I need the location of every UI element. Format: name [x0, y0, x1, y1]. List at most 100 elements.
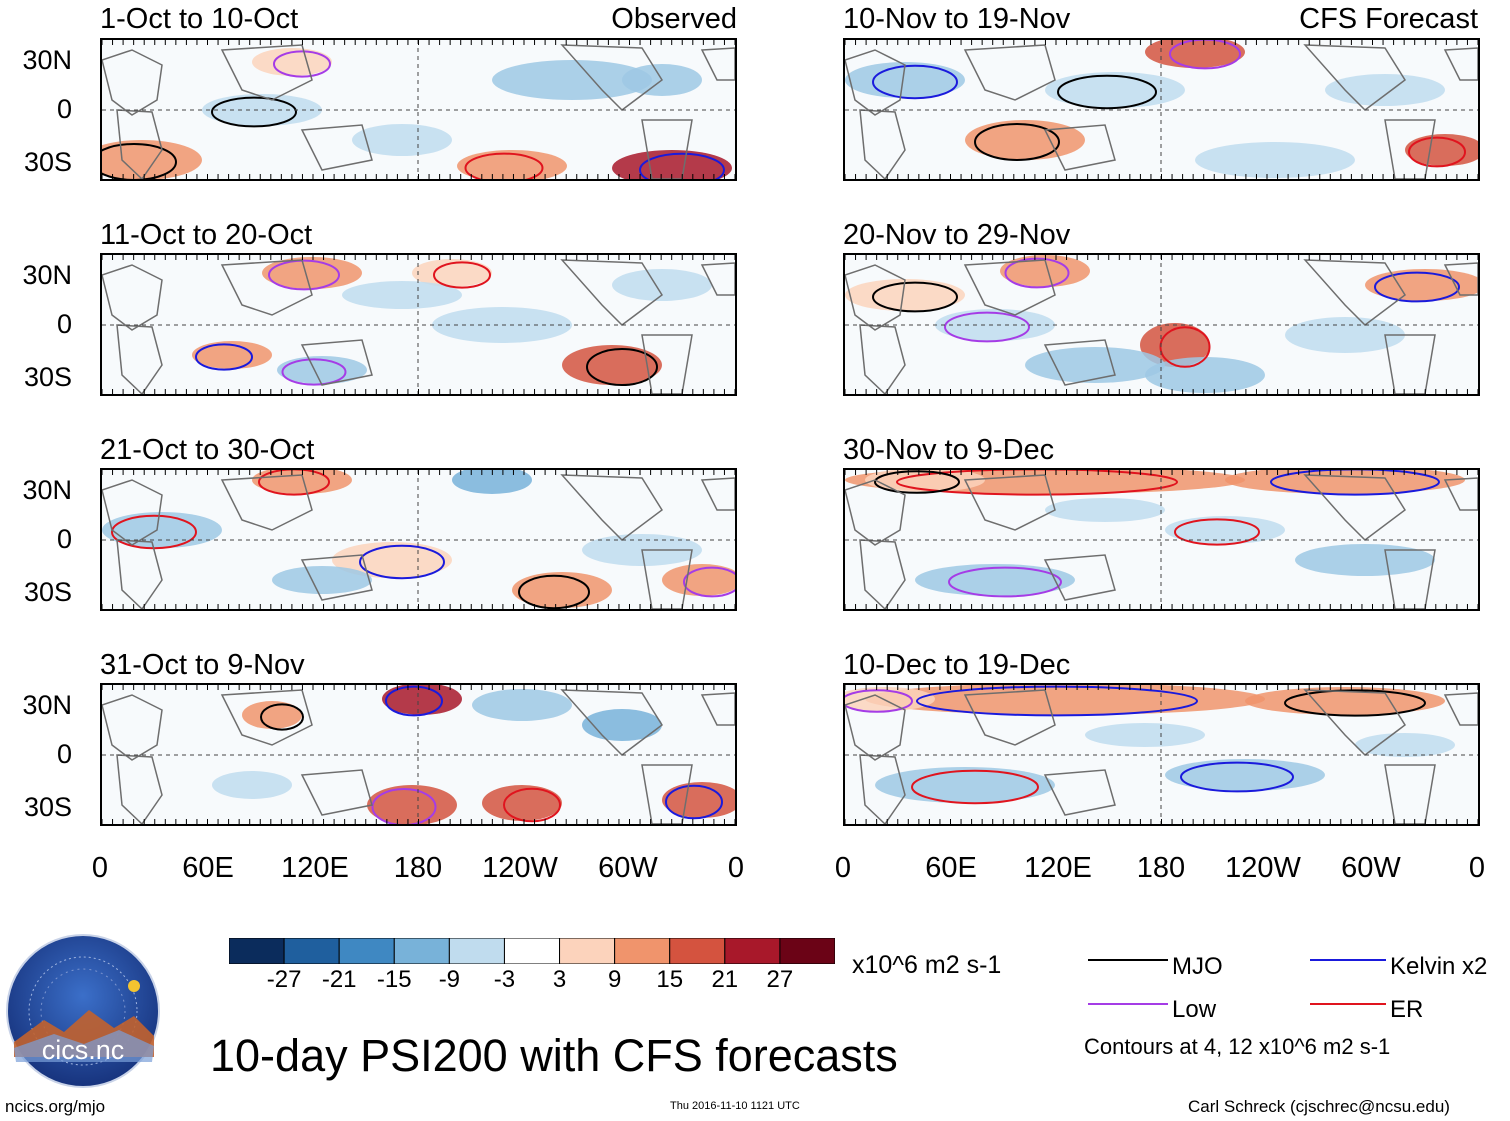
coastline	[300, 124, 373, 171]
legend-low: Low	[1172, 996, 1217, 1023]
coastline	[300, 339, 373, 386]
coastline	[1443, 477, 1478, 511]
colorbar-swatch	[503, 938, 561, 964]
positive-anomaly-region	[662, 564, 735, 596]
wave-contour	[518, 574, 590, 609]
coastline	[220, 259, 313, 316]
coastline	[845, 264, 906, 331]
lat-label: 30S	[23, 147, 72, 177]
coastline	[1443, 47, 1478, 81]
map-panel	[843, 683, 1480, 826]
coastline	[1384, 334, 1436, 394]
wave-contour	[359, 544, 445, 580]
colorbar-swatch	[448, 938, 505, 964]
coastline	[700, 47, 735, 81]
wave-contour	[102, 143, 177, 179]
wave-contour	[503, 787, 561, 823]
map-panel	[100, 38, 737, 181]
colorbar-tick-label: 3	[552, 966, 567, 993]
wave-contour	[433, 261, 491, 289]
footer-left-link[interactable]: ncics.org/mjo	[5, 1097, 106, 1116]
lat-label: 30N	[22, 260, 72, 290]
lon-label: 0	[834, 852, 852, 884]
wave-contour	[1270, 470, 1440, 496]
negative-anomaly-region	[1025, 347, 1165, 383]
wave-contour	[896, 470, 1178, 496]
panel-title: 21-Oct to 30-Oct	[100, 434, 315, 466]
negative-anomaly-region	[212, 771, 292, 799]
coastline	[963, 259, 1056, 316]
coastline	[641, 119, 693, 179]
map-panel	[100, 253, 737, 396]
positive-anomaly-region	[242, 701, 302, 729]
wave-contour	[273, 50, 331, 78]
coastline	[1443, 262, 1478, 296]
cfs-forecast-label: CFS Forecast	[1299, 3, 1478, 35]
lon-label: 120E	[281, 852, 349, 884]
colorbar-swatch	[724, 938, 781, 964]
negative-anomaly-region	[1325, 74, 1445, 106]
coastline	[102, 479, 163, 546]
negative-anomaly-region	[472, 689, 572, 721]
legend-kelvin: Kelvin x2	[1390, 953, 1488, 980]
lon-label: 0	[1468, 852, 1486, 884]
positive-anomaly-region	[612, 150, 732, 179]
wave-contour	[464, 152, 544, 179]
lon-label: 120W	[482, 852, 558, 884]
lat-label: 30N	[22, 45, 72, 75]
wave-contour	[872, 64, 958, 100]
colorbar-swatch	[779, 938, 835, 964]
positive-anomaly-region	[102, 140, 202, 179]
wave-contour	[1180, 761, 1294, 793]
coastline	[641, 334, 693, 394]
cics-logo: cics.nc	[4, 932, 162, 1095]
negative-anomaly-region	[1165, 759, 1325, 791]
positive-anomaly-region	[482, 785, 562, 821]
colorbar-tick-label: 27	[766, 966, 794, 993]
coastline	[102, 49, 163, 116]
lat-label: 0	[56, 524, 72, 554]
colorbar-tick-label: -9	[438, 966, 461, 993]
colorbar-tick-label: 9	[607, 966, 622, 993]
colorbar-swatch	[283, 938, 340, 964]
legend-line-mjo	[1088, 959, 1168, 961]
lon-label: 120E	[1024, 852, 1092, 884]
coastline	[560, 44, 664, 111]
map-panel	[843, 253, 1480, 396]
map-canvas	[845, 255, 1478, 394]
wave-contour	[1374, 271, 1460, 303]
wave-contour	[874, 470, 960, 494]
positive-anomaly-region	[845, 279, 965, 311]
negative-anomaly-region	[612, 269, 712, 301]
lat-label: 30N	[22, 690, 72, 720]
legend-line-low	[1088, 1003, 1168, 1005]
panel-title: 20-Nov to 29-Nov	[843, 219, 1071, 251]
colorbar-tick-label: -21	[321, 966, 357, 993]
coastline	[845, 49, 906, 116]
wave-contour	[260, 703, 304, 731]
figure-title: 10-day PSI200 with CFS forecasts	[210, 1030, 898, 1081]
wave-contour	[195, 343, 253, 371]
wave-contour	[845, 689, 913, 713]
coastline	[700, 477, 735, 511]
map-panel	[843, 468, 1480, 611]
negative-anomaly-region	[452, 470, 532, 494]
lon-label: 180	[393, 852, 443, 884]
wave-contour	[586, 348, 658, 386]
coastline	[700, 262, 735, 296]
coastline	[1043, 554, 1116, 601]
positive-anomaly-region	[845, 687, 935, 711]
coastline	[1303, 689, 1407, 756]
wave-contour	[1408, 136, 1466, 168]
coastline	[859, 754, 906, 824]
negative-anomaly-region	[1045, 498, 1165, 522]
coastline	[220, 44, 313, 101]
lon-label: 60E	[925, 852, 977, 884]
cics-logo-icon	[6, 934, 160, 1088]
colorbar-swatch	[393, 938, 450, 964]
wave-contour	[281, 358, 347, 386]
wave-contour	[1174, 518, 1260, 546]
coastline	[1384, 764, 1436, 824]
footer-credit: Carl Schreck (cjschrec@ncsu.edu)	[1188, 1097, 1450, 1116]
wave-contour	[911, 769, 1039, 805]
